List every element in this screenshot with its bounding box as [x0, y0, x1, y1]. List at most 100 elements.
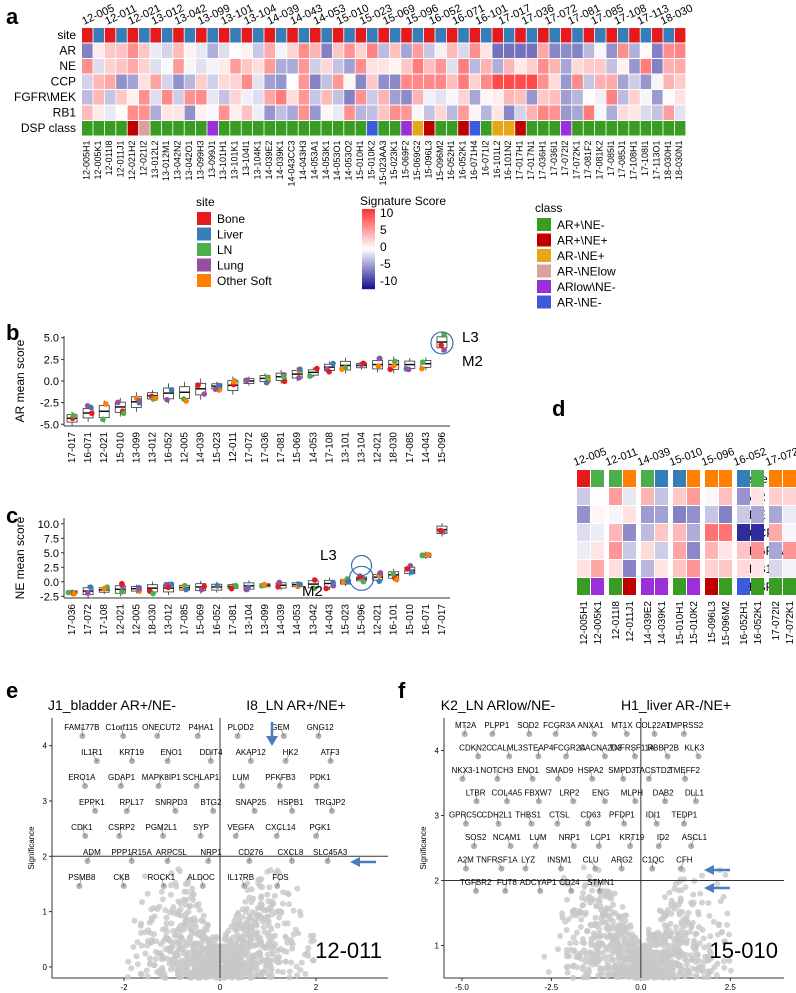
- y-tick-label: 4: [43, 742, 48, 751]
- gene-point: [595, 939, 602, 946]
- gene-point: [177, 934, 184, 941]
- gene-point: [267, 867, 274, 874]
- gene-point: [596, 926, 603, 933]
- gene-point: [124, 974, 131, 981]
- site-cell: [783, 470, 796, 487]
- legend-gradient-step: [362, 247, 375, 250]
- data-point: [323, 585, 330, 592]
- gene-point: [184, 877, 191, 884]
- gene-label: DLL1: [685, 788, 705, 797]
- gene-point: [222, 958, 229, 965]
- legend-gradient-step: [362, 285, 375, 288]
- score-cell: [150, 43, 161, 58]
- score-cell: [139, 105, 150, 120]
- score-cell: [629, 105, 640, 120]
- score-cell: [481, 43, 492, 58]
- data-point: [311, 577, 318, 583]
- score-cell: [572, 74, 583, 89]
- score-cell: [591, 560, 604, 577]
- y-tick-label: 2.5: [44, 354, 59, 366]
- label-leader: [557, 814, 560, 824]
- gene-point: [707, 933, 714, 940]
- gene-point: [137, 929, 144, 936]
- gene-point: [569, 912, 576, 919]
- score-cell: [401, 90, 412, 105]
- score-cell: [424, 59, 435, 74]
- legend-class-label: ARlow\NE-: [557, 280, 616, 294]
- score-cell: [161, 43, 173, 58]
- score-cell: [492, 43, 503, 58]
- gene-point: [726, 957, 733, 964]
- gene-point: [708, 954, 715, 961]
- site-cell: [241, 28, 253, 43]
- score-cell: [139, 74, 150, 89]
- gene-point: [187, 974, 194, 981]
- gene-point: [254, 929, 261, 936]
- score-cell: [606, 43, 617, 58]
- score-cell: [161, 59, 173, 74]
- row-label: CCP: [51, 75, 76, 89]
- sample-label: 16-101N2: [503, 140, 513, 180]
- gene-point: [679, 934, 686, 941]
- gene-point: [700, 935, 707, 942]
- gene-point: [268, 937, 275, 944]
- class-cell: [93, 121, 104, 136]
- gene-point: [597, 920, 604, 927]
- gene-point: [159, 896, 166, 903]
- legend-gradient-step: [362, 265, 375, 268]
- label-leader: [587, 814, 591, 824]
- gene-point: [138, 971, 145, 978]
- y-tick-label: 2: [435, 877, 440, 886]
- gene-label: SLC45A3: [313, 848, 348, 857]
- gene-label: STMN1: [587, 878, 615, 887]
- score-cell: [515, 43, 526, 58]
- x-tick-label: 17-017: [67, 432, 78, 464]
- gene-point: [157, 950, 164, 957]
- score-cell: [116, 90, 127, 105]
- gene-label: A2M: [457, 856, 474, 865]
- class-cell: [287, 121, 298, 136]
- gene-point: [681, 876, 688, 883]
- score-cell: [446, 74, 458, 89]
- score-cell: [298, 43, 310, 58]
- score-cell: [321, 74, 332, 89]
- legend-gradient-step: [362, 227, 375, 230]
- y-axis-label: Significance: [27, 826, 36, 870]
- x-tick-label: 15-069: [292, 432, 303, 464]
- gene-point: [258, 913, 265, 920]
- sample-label: 12-011J1: [116, 141, 126, 178]
- gene-point: [309, 957, 316, 964]
- data-point: [216, 382, 222, 389]
- gene-point: [259, 943, 266, 950]
- gene-point: [133, 953, 140, 960]
- legend-gradient-step: [362, 241, 375, 244]
- sample-label: 16-052K1: [458, 141, 468, 180]
- class-cell: [687, 578, 700, 595]
- legend-gradient-step: [362, 231, 375, 234]
- gene-point: [146, 955, 153, 962]
- score-cell: [538, 43, 549, 58]
- gene-point: [643, 942, 650, 949]
- score-cell: [230, 43, 241, 58]
- label-leader: [621, 724, 628, 735]
- score-cell: [424, 90, 435, 105]
- row-label: AR: [59, 44, 76, 58]
- score-cell: [104, 43, 116, 58]
- gene-point: [272, 941, 279, 948]
- gene-point: [720, 893, 727, 900]
- class-cell: [253, 121, 264, 136]
- site-cell: [184, 28, 196, 43]
- sample-label: 15-010K2: [366, 141, 376, 180]
- gene-point: [274, 955, 281, 962]
- legend-gradient-step: [362, 237, 375, 240]
- site-cell: [641, 470, 654, 487]
- gene-point: [692, 931, 699, 938]
- gene-point: [159, 964, 166, 971]
- site-cell: [230, 28, 241, 43]
- y-tick-label: 7.5: [44, 533, 59, 545]
- data-point: [233, 582, 239, 589]
- score-cell: [591, 506, 604, 523]
- class-cell: [207, 121, 218, 136]
- data-point: [340, 578, 347, 585]
- gene-point: [290, 931, 297, 938]
